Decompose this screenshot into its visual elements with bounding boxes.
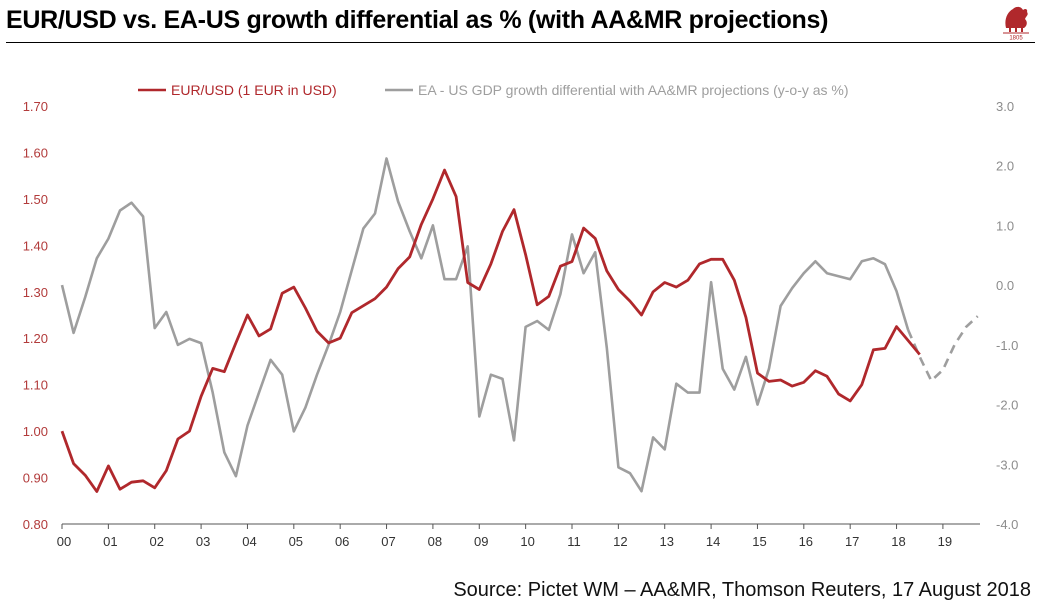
right-tick-label: 0.0: [996, 278, 1014, 293]
x-tick-label: 17: [845, 534, 859, 549]
left-tick-label: 0.80: [23, 517, 48, 532]
right-tick-label: -3.0: [996, 457, 1018, 472]
x-tick-label: 06: [335, 534, 349, 549]
left-tick-label: 0.90: [23, 471, 48, 486]
left-tick-label: 1.10: [23, 378, 48, 393]
left-tick-label: 1.30: [23, 285, 48, 300]
x-tick-label: 01: [103, 534, 117, 549]
x-tick-label: 12: [613, 534, 627, 549]
left-tick-label: 1.60: [23, 145, 48, 160]
right-tick-label: 3.0: [996, 99, 1014, 114]
x-tick-label: 00: [57, 534, 71, 549]
x-tick-label: 02: [149, 534, 163, 549]
left-tick-label: 1.70: [23, 99, 48, 114]
series-line-gdp-differential: [60, 157, 910, 493]
x-tick-label: 14: [706, 534, 720, 549]
x-tick-label: 07: [381, 534, 395, 549]
chart-title: EUR/USD vs. EA-US growth differential as…: [6, 6, 829, 34]
legend-label-gdp: EA - US GDP growth differential with AA&…: [418, 82, 849, 98]
x-tick-label: 16: [799, 534, 813, 549]
right-tick-label: -1.0: [996, 338, 1018, 353]
x-tick-label: 18: [891, 534, 905, 549]
left-tick-label: 1.00: [23, 424, 48, 439]
right-tick-label: 2.0: [996, 159, 1014, 174]
source-note: Source: Pictet WM – AA&MR, Thomson Reute…: [453, 579, 1031, 601]
chart: EUR/USD (1 EUR in USD) EA - US GDP growt…: [23, 82, 1019, 549]
lion-crest-icon: 1805: [1003, 6, 1029, 41]
x-tick-label: 03: [196, 534, 210, 549]
legend-label-eurusd: EUR/USD (1 EUR in USD): [171, 82, 337, 98]
x-tick-label: 09: [474, 534, 488, 549]
x-tick-label: 13: [659, 534, 673, 549]
series-line-gdp-projection: [906, 315, 979, 383]
x-tick-label: 10: [520, 534, 534, 549]
series-line-eurusd: [60, 168, 921, 493]
right-tick-label: -4.0: [996, 517, 1018, 532]
left-tick-label: 1.20: [23, 331, 48, 346]
right-tick-label: -2.0: [996, 398, 1018, 413]
series-layer: [60, 157, 979, 493]
x-tick-label: 04: [242, 534, 256, 549]
logo-year: 1805: [1009, 36, 1023, 41]
right-tick-label: 1.0: [996, 218, 1014, 233]
legend: EUR/USD (1 EUR in USD) EA - US GDP growt…: [138, 82, 849, 98]
x-tick-label: 15: [752, 534, 766, 549]
x-tick-label: 11: [567, 534, 581, 549]
axes: 00 01 02 03 04 05 06 07 08 09 10 11 12 13 14 15 16 17 18 19…: [23, 99, 1019, 549]
title-rule: [6, 42, 1035, 43]
x-tick-label: 08: [428, 534, 442, 549]
left-tick-label: 1.40: [23, 238, 48, 253]
left-tick-label: 1.50: [23, 192, 48, 207]
x-tick-label: 19: [938, 534, 952, 549]
x-tick-label: 05: [289, 534, 303, 549]
